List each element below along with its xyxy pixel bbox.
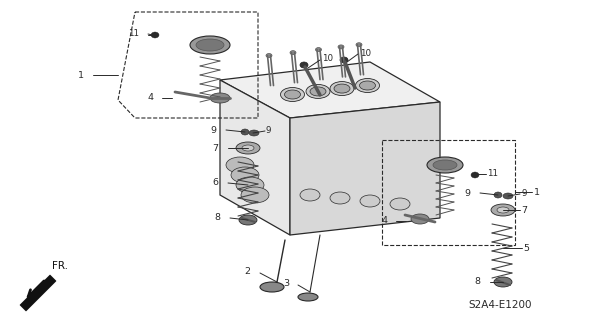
Ellipse shape <box>298 293 318 301</box>
Ellipse shape <box>316 48 322 52</box>
Text: 11: 11 <box>128 28 139 37</box>
Ellipse shape <box>241 187 269 203</box>
Ellipse shape <box>491 204 515 216</box>
Ellipse shape <box>236 142 260 154</box>
Ellipse shape <box>242 145 254 151</box>
Text: 4: 4 <box>147 92 153 101</box>
Ellipse shape <box>340 57 348 63</box>
Polygon shape <box>20 275 56 311</box>
Ellipse shape <box>226 157 254 173</box>
Ellipse shape <box>241 129 249 135</box>
Ellipse shape <box>494 277 512 287</box>
Ellipse shape <box>360 195 380 207</box>
Ellipse shape <box>300 62 308 68</box>
Ellipse shape <box>427 157 463 173</box>
Text: 1: 1 <box>534 188 540 196</box>
Ellipse shape <box>497 207 509 213</box>
Text: 5: 5 <box>523 244 529 252</box>
Ellipse shape <box>190 36 230 54</box>
Ellipse shape <box>330 192 350 204</box>
Ellipse shape <box>471 172 479 178</box>
Text: 8: 8 <box>474 277 480 286</box>
Ellipse shape <box>355 78 380 92</box>
Ellipse shape <box>249 130 259 136</box>
Ellipse shape <box>411 214 429 224</box>
Ellipse shape <box>356 43 362 47</box>
Polygon shape <box>220 80 290 235</box>
Text: 10: 10 <box>322 53 333 62</box>
Polygon shape <box>290 102 440 235</box>
Ellipse shape <box>260 282 284 292</box>
Ellipse shape <box>334 84 350 93</box>
Bar <box>382 140 515 245</box>
Ellipse shape <box>231 167 259 183</box>
Ellipse shape <box>300 189 320 201</box>
Ellipse shape <box>306 84 330 99</box>
Text: 1: 1 <box>78 70 84 79</box>
Ellipse shape <box>266 53 272 58</box>
Text: 9: 9 <box>210 125 216 134</box>
Ellipse shape <box>494 192 502 198</box>
Ellipse shape <box>330 82 354 96</box>
Text: 7: 7 <box>212 143 218 153</box>
Ellipse shape <box>280 87 304 101</box>
Text: 2: 2 <box>244 268 250 276</box>
Text: 9: 9 <box>464 188 470 197</box>
Ellipse shape <box>433 160 457 170</box>
Ellipse shape <box>196 39 224 51</box>
Ellipse shape <box>210 93 230 103</box>
Polygon shape <box>220 62 440 118</box>
Ellipse shape <box>310 87 326 96</box>
Text: 6: 6 <box>212 178 218 187</box>
Text: 10: 10 <box>360 49 371 58</box>
Ellipse shape <box>290 51 296 55</box>
Text: 3: 3 <box>283 279 289 289</box>
Ellipse shape <box>359 81 376 90</box>
Ellipse shape <box>503 193 513 199</box>
Text: S2A4-E1200: S2A4-E1200 <box>468 300 532 310</box>
Ellipse shape <box>151 32 159 38</box>
Text: 11: 11 <box>487 169 498 178</box>
Ellipse shape <box>390 198 410 210</box>
Text: 7: 7 <box>521 205 527 214</box>
Text: 9: 9 <box>521 188 526 197</box>
Text: FR.: FR. <box>52 261 68 271</box>
Ellipse shape <box>338 45 344 49</box>
Text: 4: 4 <box>381 215 387 225</box>
Ellipse shape <box>239 215 257 225</box>
Text: 8: 8 <box>214 212 220 221</box>
Ellipse shape <box>285 90 301 99</box>
Text: 9: 9 <box>266 125 271 134</box>
Ellipse shape <box>236 177 264 193</box>
